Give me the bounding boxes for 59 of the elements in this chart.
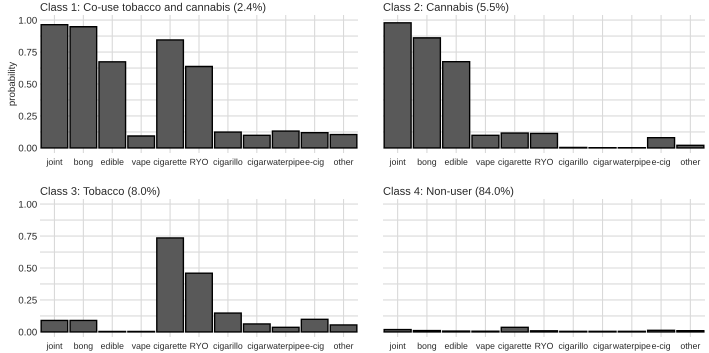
x-tick-label: RYO [535, 158, 553, 165]
x-tick-label: edible [100, 158, 124, 165]
x-tick-label: e-cig [652, 342, 670, 351]
x-tick-label: other [334, 158, 354, 165]
x-tick-label: cigarillo [213, 158, 242, 167]
x-tick-label: cigar [248, 342, 266, 351]
y-tick-label: 0.50 [18, 80, 37, 88]
x-tick-label: bong [74, 342, 93, 351]
x-tick-label: cigar [593, 342, 612, 351]
x-tick-label: joint [46, 158, 62, 167]
x-tick-label: RYO [190, 342, 208, 349]
x-tick-label: e-cig [306, 158, 324, 167]
x-tick-label: waterpipe [612, 158, 650, 167]
x-tick-label: edible [100, 342, 124, 349]
x-tick-label: joint [389, 158, 406, 167]
x-tick-label: vape [476, 160, 495, 167]
x-tick-label: cigarette [498, 158, 532, 167]
x-tick-label: joint [389, 342, 406, 351]
x-tick-label: edible [444, 342, 468, 349]
y-tick-label: 1.00 [19, 16, 37, 24]
x-tick-label: RYO [190, 158, 208, 165]
y-tick-label: 0.25 [18, 296, 37, 304]
y-tick-label: 0.75 [18, 232, 37, 240]
x-tick-label: other [680, 342, 700, 349]
x-tick-label: vape [476, 344, 495, 351]
chart-title: Class 4: Non-user (84.0%) [384, 186, 514, 198]
x-tick-label: e-cig [306, 342, 324, 351]
x-tick-label: vape [132, 344, 150, 351]
x-tick-label: cigar [593, 158, 612, 167]
chart-title: Class 1: Co-use tobacco and cannabis (2.4%) [40, 2, 266, 14]
y-tick-label: 0.75 [18, 48, 37, 56]
x-tick-label: waterpipe [266, 342, 304, 351]
x-tick-label: cigarette [498, 342, 532, 351]
x-tick-label: other [334, 342, 354, 349]
y-tick-label: 1.00 [19, 200, 37, 208]
x-tick-label: cigarillo [558, 158, 588, 167]
x-tick-label: cigarillo [213, 342, 242, 351]
x-tick-label: vape [132, 160, 150, 167]
x-tick-label: joint [46, 342, 62, 351]
x-tick-label: bong [418, 158, 436, 167]
x-tick-label: RYO [535, 342, 553, 349]
y-axis-title: probability [8, 62, 17, 106]
y-tick-label: 0.00 [18, 144, 37, 152]
x-tick-label: bong [74, 158, 93, 167]
x-tick-label: waterpipe [612, 342, 650, 351]
x-tick-label: other [680, 158, 700, 165]
x-tick-label: cigarillo [558, 342, 588, 351]
x-tick-label: cigarette [154, 158, 186, 167]
y-tick-label: 0.00 [18, 328, 37, 336]
x-tick-label: waterpipe [266, 158, 304, 167]
x-tick-label: edible [444, 158, 468, 165]
y-tick-label: 0.50 [18, 264, 37, 272]
x-tick-label: cigarette [154, 342, 186, 351]
chart-title: Class 2: Cannabis (5.5%) [384, 2, 508, 14]
x-tick-label: cigar [248, 158, 266, 167]
x-tick-label: bong [418, 342, 436, 351]
chart-title: Class 3: Tobacco (8.0%) [40, 186, 160, 198]
x-tick-label: e-cig [652, 158, 670, 167]
y-tick-label: 0.25 [18, 112, 37, 120]
